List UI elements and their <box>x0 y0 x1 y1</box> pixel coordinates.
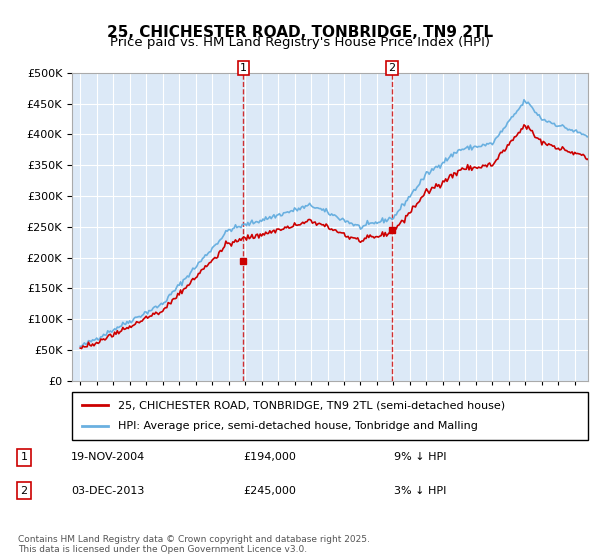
Text: 25, CHICHESTER ROAD, TONBRIDGE, TN9 2TL: 25, CHICHESTER ROAD, TONBRIDGE, TN9 2TL <box>107 25 493 40</box>
FancyBboxPatch shape <box>72 392 588 440</box>
Text: 2: 2 <box>389 63 396 73</box>
Text: 1: 1 <box>20 452 28 462</box>
Text: 2: 2 <box>20 486 28 496</box>
Text: Contains HM Land Registry data © Crown copyright and database right 2025.
This d: Contains HM Land Registry data © Crown c… <box>18 535 370 554</box>
Text: £245,000: £245,000 <box>244 486 296 496</box>
Text: 03-DEC-2013: 03-DEC-2013 <box>71 486 145 496</box>
Text: 1: 1 <box>240 63 247 73</box>
Text: £194,000: £194,000 <box>244 452 296 462</box>
Text: 25, CHICHESTER ROAD, TONBRIDGE, TN9 2TL (semi-detached house): 25, CHICHESTER ROAD, TONBRIDGE, TN9 2TL … <box>118 400 506 410</box>
Text: 3% ↓ HPI: 3% ↓ HPI <box>394 486 446 496</box>
Text: HPI: Average price, semi-detached house, Tonbridge and Malling: HPI: Average price, semi-detached house,… <box>118 421 478 431</box>
Text: 9% ↓ HPI: 9% ↓ HPI <box>394 452 446 462</box>
Text: Price paid vs. HM Land Registry's House Price Index (HPI): Price paid vs. HM Land Registry's House … <box>110 36 490 49</box>
Text: 19-NOV-2004: 19-NOV-2004 <box>71 452 145 462</box>
